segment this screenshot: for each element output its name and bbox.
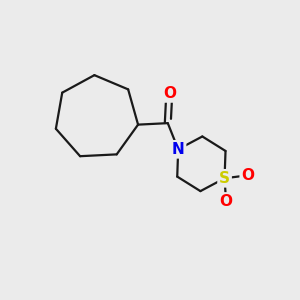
Text: O: O [241, 168, 254, 183]
Text: O: O [163, 86, 176, 101]
Text: O: O [220, 194, 232, 209]
Text: S: S [219, 171, 230, 186]
Text: N: N [172, 142, 184, 157]
